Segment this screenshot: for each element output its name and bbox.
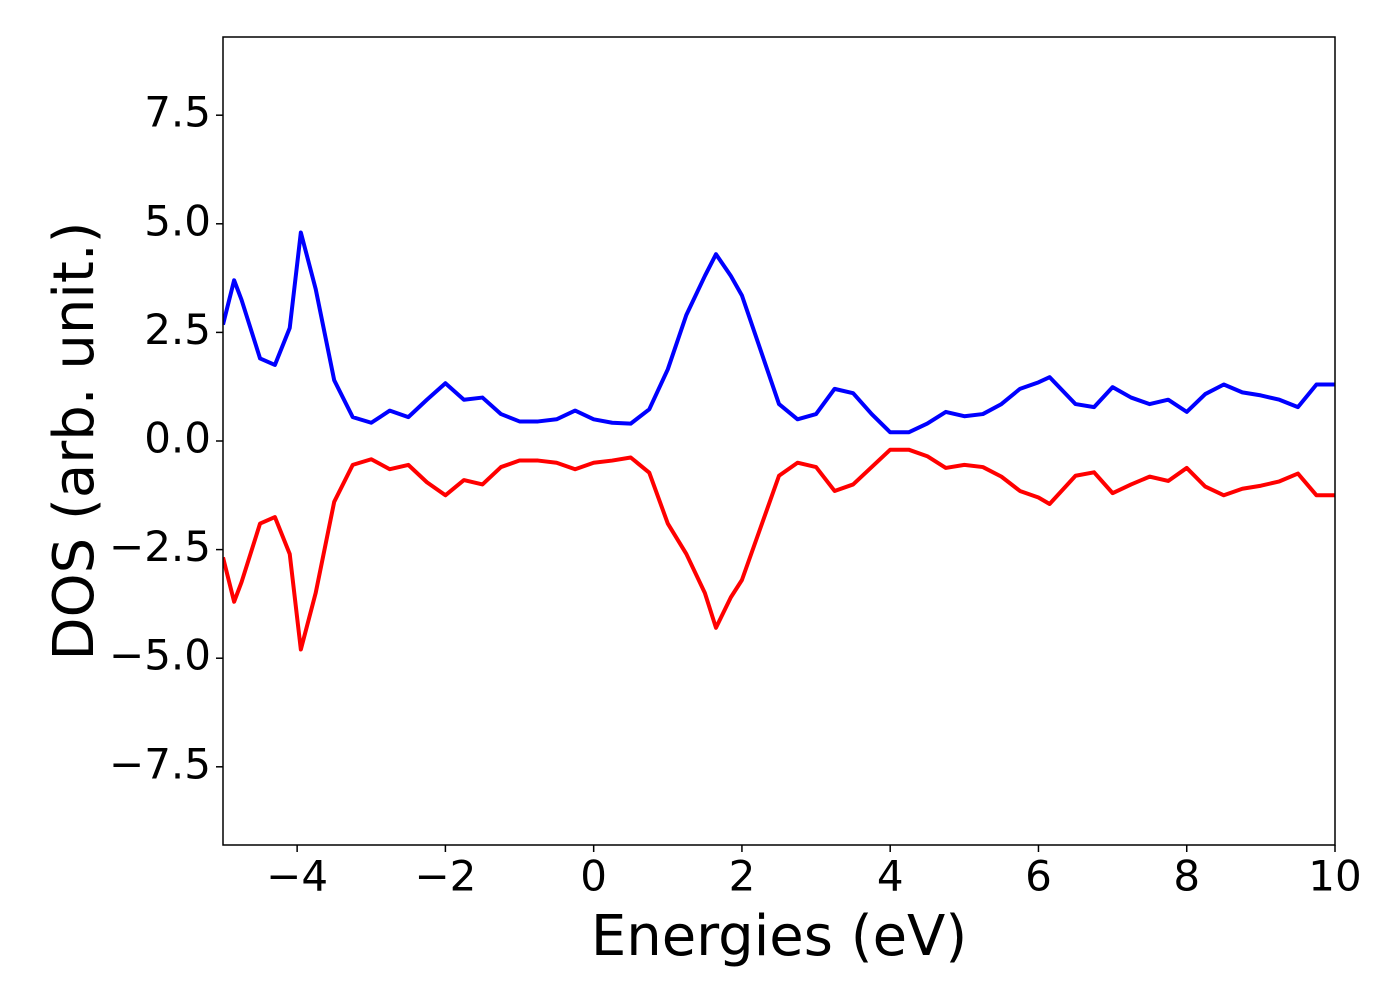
x-axis-label: Energies (eV) (591, 904, 967, 969)
y-tick-label: 0.0 (144, 414, 211, 463)
y-tick-label: 5.0 (144, 196, 211, 245)
x-tick-label: −4 (266, 852, 328, 901)
line-series (223, 230, 1335, 435)
x-tick-label: 4 (877, 852, 904, 901)
y-tick-label: −5.0 (109, 631, 211, 680)
x-tick-label: 6 (1025, 852, 1052, 901)
y-tick-label: −7.5 (109, 739, 211, 788)
y-tick-label: 2.5 (144, 305, 211, 354)
x-tick-label: 8 (1173, 852, 1200, 901)
x-tick-label: 10 (1308, 852, 1361, 901)
y-tick-label: 7.5 (144, 88, 211, 137)
x-tick-label: 0 (580, 852, 607, 901)
y-axis-label: DOS (arb. unit.) (42, 221, 107, 660)
plot-frame (222, 36, 1336, 846)
y-tick-label: −2.5 (109, 522, 211, 571)
x-tick-label: −2 (414, 852, 476, 901)
x-tick-label: 2 (729, 852, 756, 901)
line-series (223, 447, 1335, 652)
